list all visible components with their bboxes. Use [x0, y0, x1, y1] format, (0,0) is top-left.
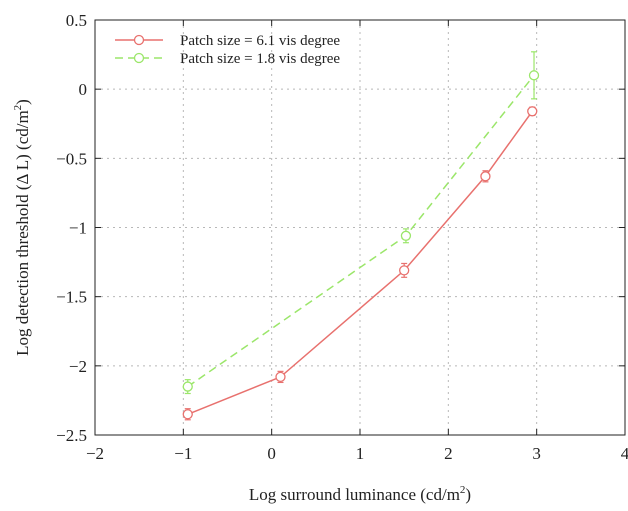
y-tick-label: −1.5	[56, 288, 87, 307]
data-point	[275, 371, 286, 383]
x-tick-label: −2	[86, 444, 104, 463]
x-tick-label: −1	[174, 444, 192, 463]
series-1	[182, 106, 538, 421]
data-point	[527, 106, 538, 117]
y-tick-label: −2	[69, 357, 87, 376]
y-tick-label: 0	[79, 80, 88, 99]
data-point	[182, 409, 193, 420]
legend-marker	[133, 52, 145, 64]
data-point	[400, 230, 412, 241]
y-tick-label: −0.5	[56, 149, 87, 168]
x-tick-label: 1	[356, 444, 365, 463]
legend-marker	[133, 34, 145, 46]
series-2	[182, 51, 540, 395]
grid	[95, 20, 625, 435]
data-point	[480, 171, 491, 182]
y-tick-label: 0.5	[66, 11, 87, 30]
x-tick-label: 2	[444, 444, 453, 463]
series-layer	[182, 51, 540, 421]
data-point	[399, 265, 410, 276]
legend-label: Patch size = 6.1 vis degree	[180, 33, 340, 49]
x-axis-label: Log surround luminance (cd/m2)	[249, 484, 471, 504]
data-point	[182, 381, 193, 392]
series-line	[187, 74, 535, 388]
x-tick-label: 0	[267, 444, 276, 463]
y-tick-label: −2.5	[56, 426, 87, 445]
axis-ticks: −2 −1 0 1 2 3 40.50−0.5−1−1.5−2−2.5	[56, 11, 628, 463]
x-tick-label: 4	[621, 444, 628, 463]
y-tick-label: −1	[69, 219, 87, 238]
y-axis-label: Log detection threshold (Δ L) (cd/m2)	[12, 99, 32, 356]
x-tick-label: 3	[532, 444, 541, 463]
legend: Patch size = 6.1 vis degree Patch size = …	[115, 33, 340, 67]
data-point	[528, 70, 540, 81]
legend-label: Patch size = 1.8 vis degree	[180, 51, 340, 67]
